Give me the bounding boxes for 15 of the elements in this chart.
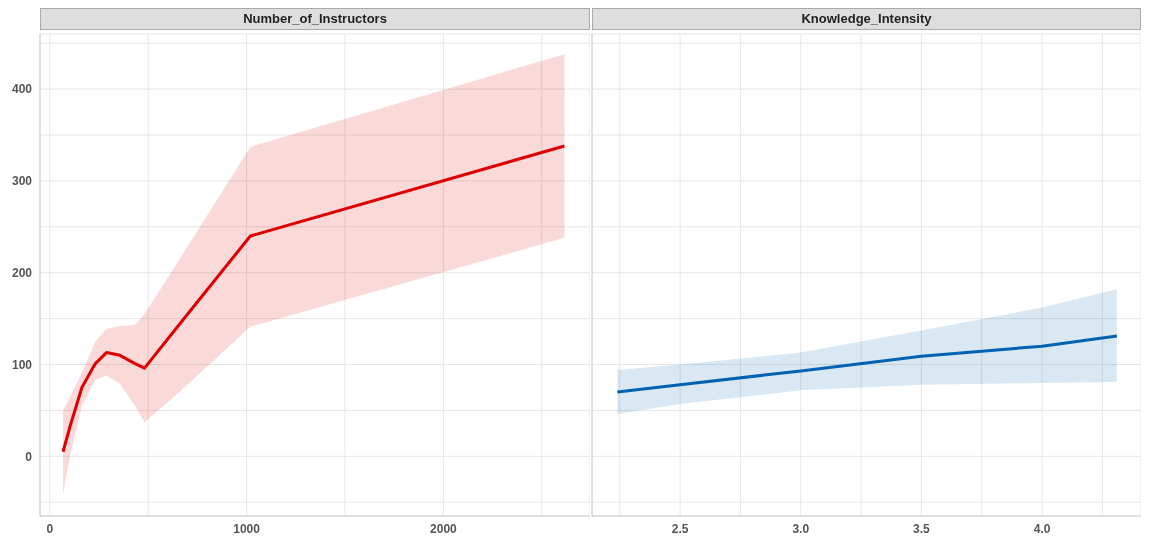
x-tick-label: 3.0: [792, 521, 810, 536]
x-tick-label: 0: [46, 521, 54, 536]
y-tick-label: 400: [11, 82, 33, 97]
x-tick-label: 4.0: [1033, 521, 1051, 536]
y-tick-label: 100: [11, 357, 33, 372]
x-tick-label: 2000: [430, 521, 458, 536]
y-tick-label: 200: [11, 265, 33, 280]
chart-title: Knowledge_Intensity: [592, 8, 1141, 30]
chart-title: Number_of_Instructors: [40, 8, 590, 30]
x-tick-label: 1000: [233, 521, 261, 536]
x-tick-label: 3.5: [913, 521, 931, 536]
line-series: [61, 144, 566, 454]
y-tick-label: 300: [11, 174, 33, 189]
y-tick-label: 0: [25, 449, 33, 464]
x-tick-label: 2.5: [671, 521, 689, 536]
